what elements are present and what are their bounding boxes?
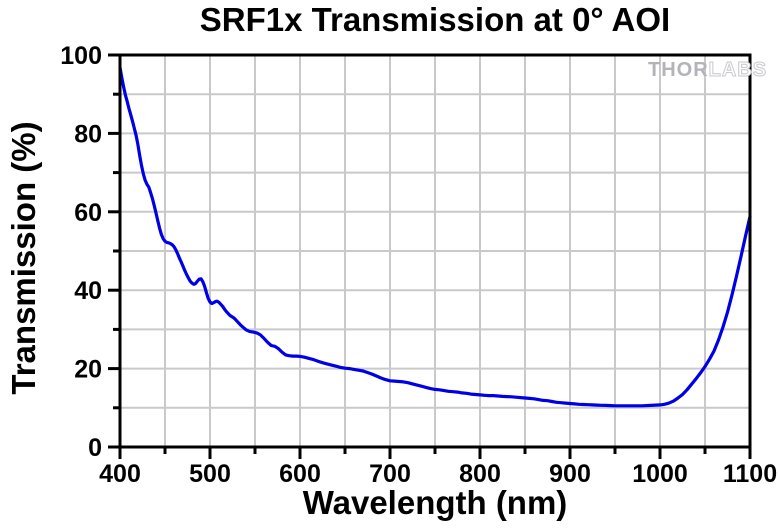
y-tick-label: 40 xyxy=(74,277,102,305)
watermark-labs-text: LABS xyxy=(708,59,768,82)
y-tick-label: 20 xyxy=(74,356,102,384)
x-tick-label: 600 xyxy=(279,460,321,488)
y-tick-label: 0 xyxy=(88,434,102,462)
x-axis-title: Wavelength (nm) xyxy=(302,484,568,521)
x-tick-label: 800 xyxy=(459,460,501,488)
watermark-thor-text: THOR xyxy=(648,59,709,81)
transmission-curve xyxy=(118,65,752,408)
x-tick-label: 500 xyxy=(189,460,231,488)
x-tick-label: 1000 xyxy=(632,460,688,488)
thorlabs-watermark: THORLABS xyxy=(648,59,767,82)
y-tick-label: 80 xyxy=(74,120,102,148)
y-tick-label: 60 xyxy=(74,199,102,227)
x-tick-label: 1100 xyxy=(723,460,777,488)
y-tick-label: 100 xyxy=(60,42,102,70)
x-tick-label: 700 xyxy=(369,460,411,488)
x-tick-label: 400 xyxy=(99,460,141,488)
chart-title: SRF1x Transmission at 0° AOI xyxy=(199,1,671,38)
x-tick-label: 900 xyxy=(549,460,591,488)
